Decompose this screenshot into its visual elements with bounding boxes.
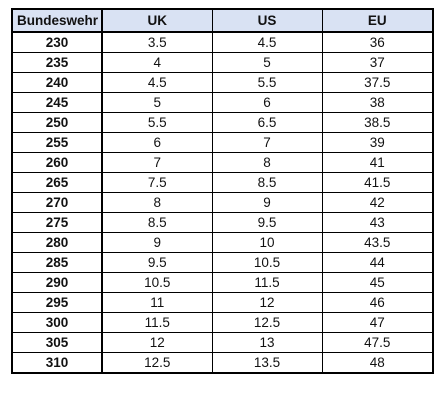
uk-size-cell: 12.5 [101, 352, 213, 374]
bundeswehr-size-cell: 245 [11, 92, 103, 113]
eu-size-cell: 38.5 [321, 112, 434, 133]
table-row: 290 10.5 11.5 45 [11, 272, 434, 293]
bundeswehr-size-cell: 230 [11, 31, 103, 53]
us-size-cell: 10.5 [211, 252, 323, 273]
us-size-cell: 5 [211, 52, 323, 73]
uk-size-cell: 11.5 [101, 312, 213, 333]
table-row: 270 8 9 42 [11, 192, 434, 213]
table-row: 305 12 13 47.5 [11, 332, 434, 353]
eu-size-cell: 41 [321, 152, 434, 173]
uk-size-cell: 8 [101, 192, 213, 213]
uk-size-cell: 7 [101, 152, 213, 173]
table-header: Bundeswehr UK US EU [11, 8, 434, 33]
eu-size-cell: 37.5 [321, 72, 434, 93]
eu-size-cell: 38 [321, 92, 434, 113]
us-size-cell: 5.5 [211, 72, 323, 93]
eu-size-cell: 48 [321, 352, 434, 374]
table-row: 245 5 6 38 [11, 92, 434, 113]
table-row: 260 7 8 41 [11, 152, 434, 173]
uk-size-cell: 4.5 [101, 72, 213, 93]
uk-size-cell: 4 [101, 52, 213, 73]
uk-size-cell: 10.5 [101, 272, 213, 293]
bundeswehr-size-cell: 290 [11, 272, 103, 293]
bundeswehr-size-cell: 240 [11, 72, 103, 93]
table-row: 240 4.5 5.5 37.5 [11, 72, 434, 93]
eu-size-cell: 45 [321, 272, 434, 293]
eu-size-cell: 42 [321, 192, 434, 213]
bundeswehr-size-cell: 265 [11, 172, 103, 193]
us-size-cell: 9.5 [211, 212, 323, 233]
bundeswehr-size-cell: 310 [11, 352, 103, 374]
us-size-cell: 11.5 [211, 272, 323, 293]
table-row: 235 4 5 37 [11, 52, 434, 73]
bundeswehr-size-cell: 275 [11, 212, 103, 233]
us-size-cell: 4.5 [211, 31, 323, 53]
eu-size-cell: 37 [321, 52, 434, 73]
table-row: 275 8.5 9.5 43 [11, 212, 434, 233]
us-size-cell: 6.5 [211, 112, 323, 133]
us-size-cell: 13.5 [211, 352, 323, 374]
table-row: 285 9.5 10.5 44 [11, 252, 434, 273]
header-row: Bundeswehr UK US EU [11, 8, 434, 33]
bundeswehr-size-cell: 250 [11, 112, 103, 133]
bundeswehr-size-cell: 260 [11, 152, 103, 173]
uk-size-cell: 7.5 [101, 172, 213, 193]
header-us: US [211, 8, 323, 33]
us-size-cell: 9 [211, 192, 323, 213]
us-size-cell: 13 [211, 332, 323, 353]
uk-size-cell: 3.5 [101, 31, 213, 53]
bundeswehr-size-cell: 235 [11, 52, 103, 73]
eu-size-cell: 47 [321, 312, 434, 333]
header-eu: EU [321, 8, 434, 33]
table-row: 295 11 12 46 [11, 292, 434, 313]
table-row: 265 7.5 8.5 41.5 [11, 172, 434, 193]
us-size-cell: 7 [211, 132, 323, 153]
table-row: 280 9 10 43.5 [11, 232, 434, 253]
eu-size-cell: 36 [321, 31, 434, 53]
eu-size-cell: 47.5 [321, 332, 434, 353]
us-size-cell: 10 [211, 232, 323, 253]
us-size-cell: 8.5 [211, 172, 323, 193]
eu-size-cell: 44 [321, 252, 434, 273]
table-row: 230 3.5 4.5 36 [11, 31, 434, 53]
us-size-cell: 8 [211, 152, 323, 173]
us-size-cell: 12.5 [211, 312, 323, 333]
eu-size-cell: 41.5 [321, 172, 434, 193]
uk-size-cell: 5 [101, 92, 213, 113]
eu-size-cell: 43.5 [321, 232, 434, 253]
table-row: 255 6 7 39 [11, 132, 434, 153]
bundeswehr-size-cell: 305 [11, 332, 103, 353]
bundeswehr-size-cell: 255 [11, 132, 103, 153]
uk-size-cell: 12 [101, 332, 213, 353]
table-row: 250 5.5 6.5 38.5 [11, 112, 434, 133]
header-bundeswehr: Bundeswehr [11, 8, 103, 33]
eu-size-cell: 43 [321, 212, 434, 233]
uk-size-cell: 6 [101, 132, 213, 153]
bundeswehr-size-cell: 295 [11, 292, 103, 313]
us-size-cell: 6 [211, 92, 323, 113]
size-conversion-table: Bundeswehr UK US EU 230 3.5 4.5 36 235 4 5 37 24… [11, 8, 434, 374]
table-row: 310 12.5 13.5 48 [11, 352, 434, 374]
header-uk: UK [101, 8, 213, 33]
us-size-cell: 12 [211, 292, 323, 313]
uk-size-cell: 9 [101, 232, 213, 253]
table-row: 300 11.5 12.5 47 [11, 312, 434, 333]
bundeswehr-size-cell: 270 [11, 192, 103, 213]
bundeswehr-size-cell: 285 [11, 252, 103, 273]
eu-size-cell: 39 [321, 132, 434, 153]
uk-size-cell: 8.5 [101, 212, 213, 233]
bundeswehr-size-cell: 280 [11, 232, 103, 253]
eu-size-cell: 46 [321, 292, 434, 313]
table-body: 230 3.5 4.5 36 235 4 5 37 240 4.5 5.5 37.5 245 5 6 38 25… [11, 31, 434, 374]
bundeswehr-size-cell: 300 [11, 312, 103, 333]
uk-size-cell: 5.5 [101, 112, 213, 133]
uk-size-cell: 11 [101, 292, 213, 313]
uk-size-cell: 9.5 [101, 252, 213, 273]
